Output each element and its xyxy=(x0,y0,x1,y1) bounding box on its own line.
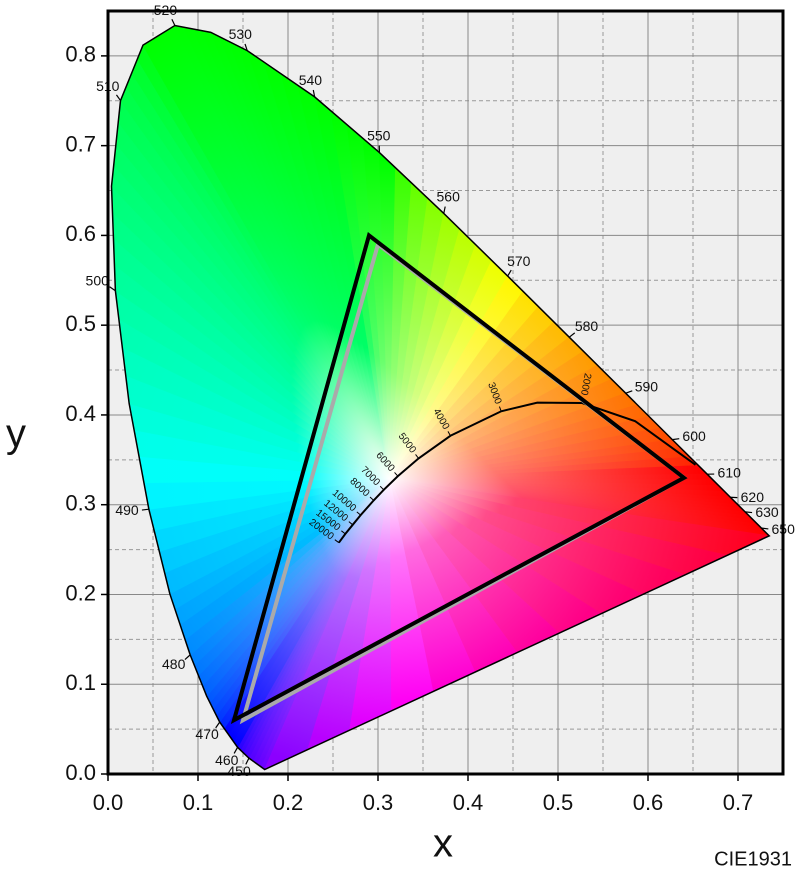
wavelength-label: 560 xyxy=(437,188,461,204)
y-tick-label: 0.7 xyxy=(65,131,96,156)
y-tick-label: 0.6 xyxy=(65,221,96,246)
wavelength-label: 480 xyxy=(162,656,186,672)
x-tick-label: 0.6 xyxy=(633,790,664,815)
wavelength-tick xyxy=(625,390,633,394)
wavelength-tick xyxy=(745,511,753,514)
x-tick-label: 0.3 xyxy=(363,790,394,815)
wavelength-tick xyxy=(761,527,769,530)
wavelength-label: 540 xyxy=(299,72,323,88)
temperature-label: 2000 xyxy=(578,372,593,396)
wavelength-label: 550 xyxy=(367,127,391,143)
x-tick-label: 0.2 xyxy=(273,790,304,815)
wavelength-label: 610 xyxy=(718,465,742,481)
wavelength-tick xyxy=(312,89,316,98)
y-tick-label: 0.5 xyxy=(65,311,96,336)
wavelength-tick xyxy=(244,43,248,51)
temperature-tick xyxy=(341,530,346,535)
wavelength-tick xyxy=(215,721,221,729)
wavelength-label: 600 xyxy=(682,428,706,444)
wavelength-label: 620 xyxy=(741,489,765,505)
y-tick-label: 0.1 xyxy=(65,670,96,695)
x-axis-label: x xyxy=(433,822,453,866)
wavelength-tick xyxy=(233,747,239,754)
wavelength-label: 500 xyxy=(86,272,110,288)
temperature-tick xyxy=(394,472,399,477)
wavelength-tick xyxy=(115,94,121,101)
wavelength-tick xyxy=(672,438,680,441)
wavelength-tick xyxy=(141,508,149,511)
wavelength-tick xyxy=(443,206,446,214)
wavelength-tick xyxy=(171,18,176,26)
wavelength-tick xyxy=(245,757,250,765)
wavelength-tick xyxy=(507,269,512,277)
y-tick-label: 0.8 xyxy=(65,42,96,67)
y-tick-label: 0.4 xyxy=(65,401,96,426)
temperature-tick xyxy=(334,539,340,544)
y-tick-label: 0.3 xyxy=(65,491,96,516)
wavelength-tick xyxy=(184,654,191,660)
temperature-tick xyxy=(498,406,502,412)
wavelength-label: 630 xyxy=(755,504,779,520)
temperature-tick xyxy=(348,521,354,526)
x-tick-label: 0.7 xyxy=(723,790,754,815)
y-tick-label: 0.2 xyxy=(65,580,96,605)
x-tick-label: 0.1 xyxy=(183,790,214,815)
x-tick-label: 0.5 xyxy=(543,790,574,815)
plot-frame xyxy=(106,9,785,776)
wavelength-label: 490 xyxy=(115,502,139,518)
wavelength-tick xyxy=(568,332,576,338)
planckian-locus xyxy=(338,401,697,544)
wavelength-tick xyxy=(109,286,116,292)
temperature-tick xyxy=(415,454,419,459)
temperature-tick xyxy=(447,431,451,437)
temperature-tick xyxy=(379,485,385,491)
temperature-tick xyxy=(369,496,375,501)
annotation: CIE1931 xyxy=(714,848,792,870)
wavelength-label: 590 xyxy=(635,378,659,394)
wavelength-label: 530 xyxy=(229,26,253,42)
wavelength-label: 460 xyxy=(215,752,239,768)
gamut-triangle xyxy=(230,232,688,725)
y-tick-label: 0.0 xyxy=(65,760,96,785)
x-tick-label: 0.4 xyxy=(453,790,484,815)
wavelength-label: 570 xyxy=(507,253,531,269)
y-axis-label: y xyxy=(6,412,26,456)
wavelength-label: 580 xyxy=(575,318,599,334)
wavelength-label: 470 xyxy=(195,726,219,742)
spectral-locus xyxy=(110,24,771,771)
x-tick-label: 0.0 xyxy=(93,790,124,815)
temperature-tick xyxy=(356,511,361,516)
